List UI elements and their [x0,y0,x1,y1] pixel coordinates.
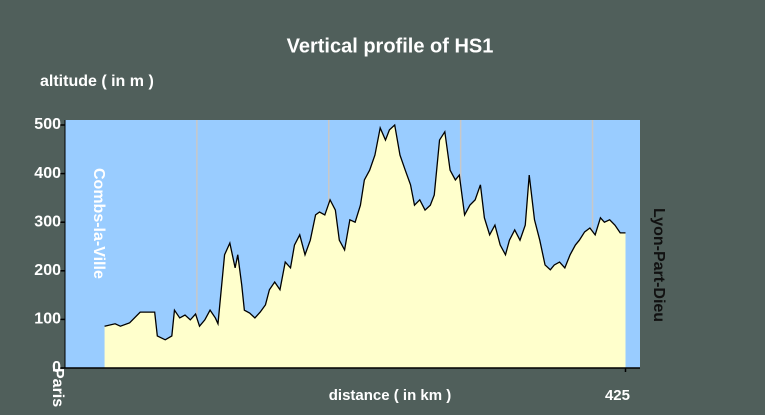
y-tick-label: 500 [34,116,61,133]
y-tick-label: 200 [34,262,61,279]
y-tick-label: 100 [34,311,61,328]
y-tick-label: 400 [34,165,61,182]
y-tick-label: 0 [52,359,61,376]
y-axis-label: altitude ( in m ) [40,73,154,90]
annotation: Paris [49,368,66,407]
x-tick-label: 425 [605,387,630,404]
chart-title: Vertical profile of HS1 [287,35,494,57]
area-fill [104,125,626,368]
x-axis-label: distance ( in km ) [329,387,452,404]
annotation: Lyon-Part-Dieu [650,208,667,322]
y-tick-label: 300 [34,213,61,230]
annotation: Combs-la-Ville [90,168,107,279]
profile-line [104,123,626,341]
